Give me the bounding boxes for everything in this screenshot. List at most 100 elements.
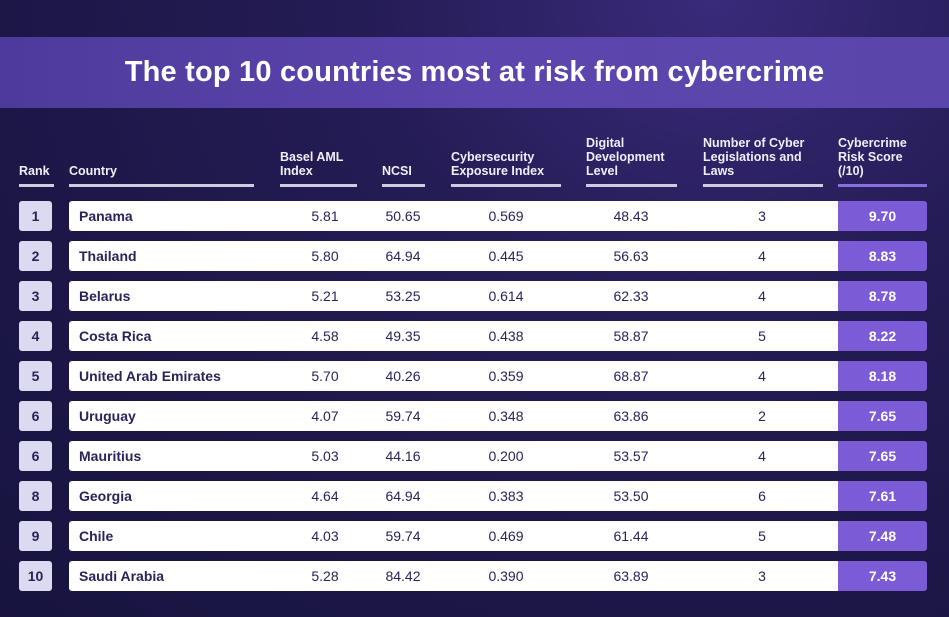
row-body: Belarus 5.21 53.25 0.614 62.33 4 <box>69 281 838 311</box>
basel-cell: 5.03 <box>311 448 339 464</box>
country-cell: Belarus <box>79 288 131 304</box>
ncsi-cell: 44.16 <box>385 448 421 464</box>
ncsi-cell: 84.42 <box>385 568 421 584</box>
laws-cell: 5 <box>758 328 766 344</box>
country-cell: Thailand <box>79 248 137 264</box>
rank-badge: 10 <box>19 561 52 591</box>
risk-score-cell: 7.43 <box>838 561 927 591</box>
header-country: Country <box>69 164 117 178</box>
basel-cell: 4.07 <box>311 408 339 424</box>
basel-cell: 5.70 <box>311 368 339 384</box>
header-score: Cybercrime Risk Score (/10) <box>838 136 907 178</box>
row-body: Costa Rica 4.58 49.35 0.438 58.87 5 <box>69 321 838 351</box>
rank-badge: 3 <box>19 281 52 311</box>
header-ncsi: NCSI <box>382 164 412 178</box>
digital-cell: 63.86 <box>613 408 649 424</box>
row-body: Georgia 4.64 64.94 0.383 53.50 6 <box>69 481 838 511</box>
ncsi-cell: 50.65 <box>385 208 421 224</box>
row-body: Chile 4.03 59.74 0.469 61.44 5 <box>69 521 838 551</box>
row-body: United Arab Emirates 5.70 40.26 0.359 68… <box>69 361 838 391</box>
header-basel-aml: Basel AML Index <box>280 150 344 178</box>
risk-score-cell: 7.65 <box>838 401 927 431</box>
exposure-cell: 0.383 <box>488 488 524 504</box>
header-rank-underline <box>19 184 54 187</box>
header-country-underline <box>69 184 254 187</box>
header-ncsi-underline <box>382 184 425 187</box>
basel-cell: 4.64 <box>311 488 339 504</box>
ncsi-cell: 64.94 <box>385 488 421 504</box>
ncsi-cell: 53.25 <box>385 288 421 304</box>
exposure-cell: 0.469 <box>488 528 524 544</box>
row-body: Uruguay 4.07 59.74 0.348 63.86 2 <box>69 401 838 431</box>
exposure-cell: 0.614 <box>488 288 524 304</box>
ncsi-cell: 59.74 <box>385 408 421 424</box>
risk-score-cell: 8.18 <box>838 361 927 391</box>
exposure-cell: 0.348 <box>488 408 524 424</box>
rank-badge: 5 <box>19 361 52 391</box>
header-laws-underline <box>703 184 823 187</box>
header-exposure-underline <box>451 184 561 187</box>
laws-cell: 4 <box>758 288 766 304</box>
risk-score-cell: 7.65 <box>838 441 927 471</box>
risk-score-cell: 9.70 <box>838 201 927 231</box>
laws-cell: 3 <box>758 568 766 584</box>
ncsi-cell: 49.35 <box>385 328 421 344</box>
ncsi-cell: 40.26 <box>385 368 421 384</box>
row-body: Mauritius 5.03 44.16 0.200 53.57 4 <box>69 441 838 471</box>
exposure-cell: 0.359 <box>488 368 524 384</box>
risk-score-cell: 8.22 <box>838 321 927 351</box>
laws-cell: 5 <box>758 528 766 544</box>
country-cell: Costa Rica <box>79 328 152 344</box>
country-cell: Georgia <box>79 488 132 504</box>
header-digital-underline <box>586 184 677 187</box>
row-body: Saudi Arabia 5.28 84.42 0.390 63.89 3 <box>69 561 838 591</box>
header-digital: Digital Development Level <box>586 136 665 178</box>
laws-cell: 4 <box>758 448 766 464</box>
rank-badge: 6 <box>19 401 52 431</box>
ncsi-cell: 59.74 <box>385 528 421 544</box>
country-cell: United Arab Emirates <box>79 368 221 384</box>
basel-cell: 5.28 <box>311 568 339 584</box>
header-laws: Number of Cyber Legislations and Laws <box>703 136 805 178</box>
basel-cell: 4.03 <box>311 528 339 544</box>
digital-cell: 58.87 <box>613 328 649 344</box>
country-cell: Panama <box>79 208 133 224</box>
rank-badge: 1 <box>19 201 52 231</box>
exposure-cell: 0.390 <box>488 568 524 584</box>
ncsi-cell: 64.94 <box>385 248 421 264</box>
header-exposure: Cybersecurity Exposure Index <box>451 150 545 178</box>
digital-cell: 63.89 <box>613 568 649 584</box>
row-body: Panama 5.81 50.65 0.569 48.43 3 <box>69 201 838 231</box>
basel-cell: 5.80 <box>311 248 339 264</box>
rank-badge: 4 <box>19 321 52 351</box>
rank-badge: 9 <box>19 521 52 551</box>
header-basel-underline <box>280 184 357 187</box>
risk-score-cell: 7.48 <box>838 521 927 551</box>
header-rank: Rank <box>19 164 50 178</box>
laws-cell: 6 <box>758 488 766 504</box>
digital-cell: 62.33 <box>613 288 649 304</box>
header-score-underline <box>838 184 927 187</box>
exposure-cell: 0.200 <box>488 448 524 464</box>
laws-cell: 2 <box>758 408 766 424</box>
digital-cell: 68.87 <box>613 368 649 384</box>
digital-cell: 53.50 <box>613 488 649 504</box>
basel-cell: 4.58 <box>311 328 339 344</box>
risk-score-cell: 7.61 <box>838 481 927 511</box>
digital-cell: 56.63 <box>613 248 649 264</box>
exposure-cell: 0.569 <box>488 208 524 224</box>
rank-badge: 6 <box>19 441 52 471</box>
digital-cell: 48.43 <box>613 208 649 224</box>
laws-cell: 4 <box>758 368 766 384</box>
risk-score-cell: 8.78 <box>838 281 927 311</box>
rank-badge: 8 <box>19 481 52 511</box>
country-cell: Saudi Arabia <box>79 568 165 584</box>
digital-cell: 53.57 <box>613 448 649 464</box>
digital-cell: 61.44 <box>613 528 649 544</box>
basel-cell: 5.21 <box>311 288 339 304</box>
country-cell: Uruguay <box>79 408 136 424</box>
country-cell: Chile <box>79 528 114 544</box>
rank-badge: 2 <box>19 241 52 271</box>
risk-score-cell: 8.83 <box>838 241 927 271</box>
exposure-cell: 0.445 <box>488 248 524 264</box>
